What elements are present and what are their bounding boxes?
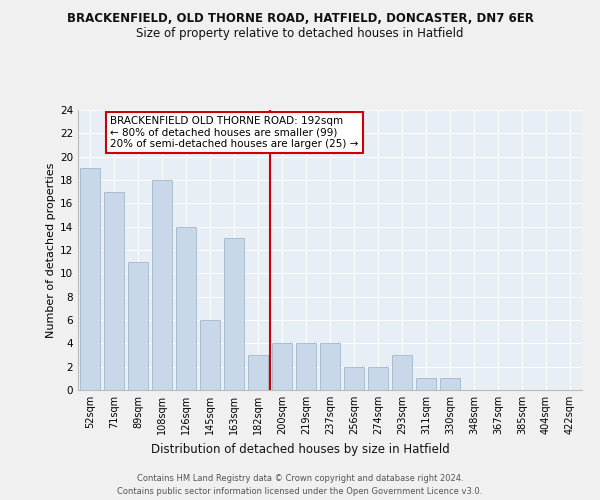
Bar — [392, 355, 412, 390]
Bar — [296, 344, 316, 390]
Text: Contains public sector information licensed under the Open Government Licence v3: Contains public sector information licen… — [118, 488, 482, 496]
Bar — [320, 344, 340, 390]
Bar — [200, 320, 220, 390]
Bar — [176, 226, 196, 390]
Bar — [152, 180, 172, 390]
Bar — [224, 238, 244, 390]
Bar — [368, 366, 388, 390]
Text: Contains HM Land Registry data © Crown copyright and database right 2024.: Contains HM Land Registry data © Crown c… — [137, 474, 463, 483]
Bar — [440, 378, 460, 390]
Text: Distribution of detached houses by size in Hatfield: Distribution of detached houses by size … — [151, 442, 449, 456]
Text: BRACKENFIELD OLD THORNE ROAD: 192sqm
← 80% of detached houses are smaller (99)
2: BRACKENFIELD OLD THORNE ROAD: 192sqm ← 8… — [110, 116, 359, 149]
Bar — [104, 192, 124, 390]
Bar — [248, 355, 268, 390]
Text: Size of property relative to detached houses in Hatfield: Size of property relative to detached ho… — [136, 28, 464, 40]
Y-axis label: Number of detached properties: Number of detached properties — [46, 162, 56, 338]
Bar — [80, 168, 100, 390]
Bar — [416, 378, 436, 390]
Bar — [272, 344, 292, 390]
Bar — [344, 366, 364, 390]
Bar — [128, 262, 148, 390]
Text: BRACKENFIELD, OLD THORNE ROAD, HATFIELD, DONCASTER, DN7 6ER: BRACKENFIELD, OLD THORNE ROAD, HATFIELD,… — [67, 12, 533, 26]
